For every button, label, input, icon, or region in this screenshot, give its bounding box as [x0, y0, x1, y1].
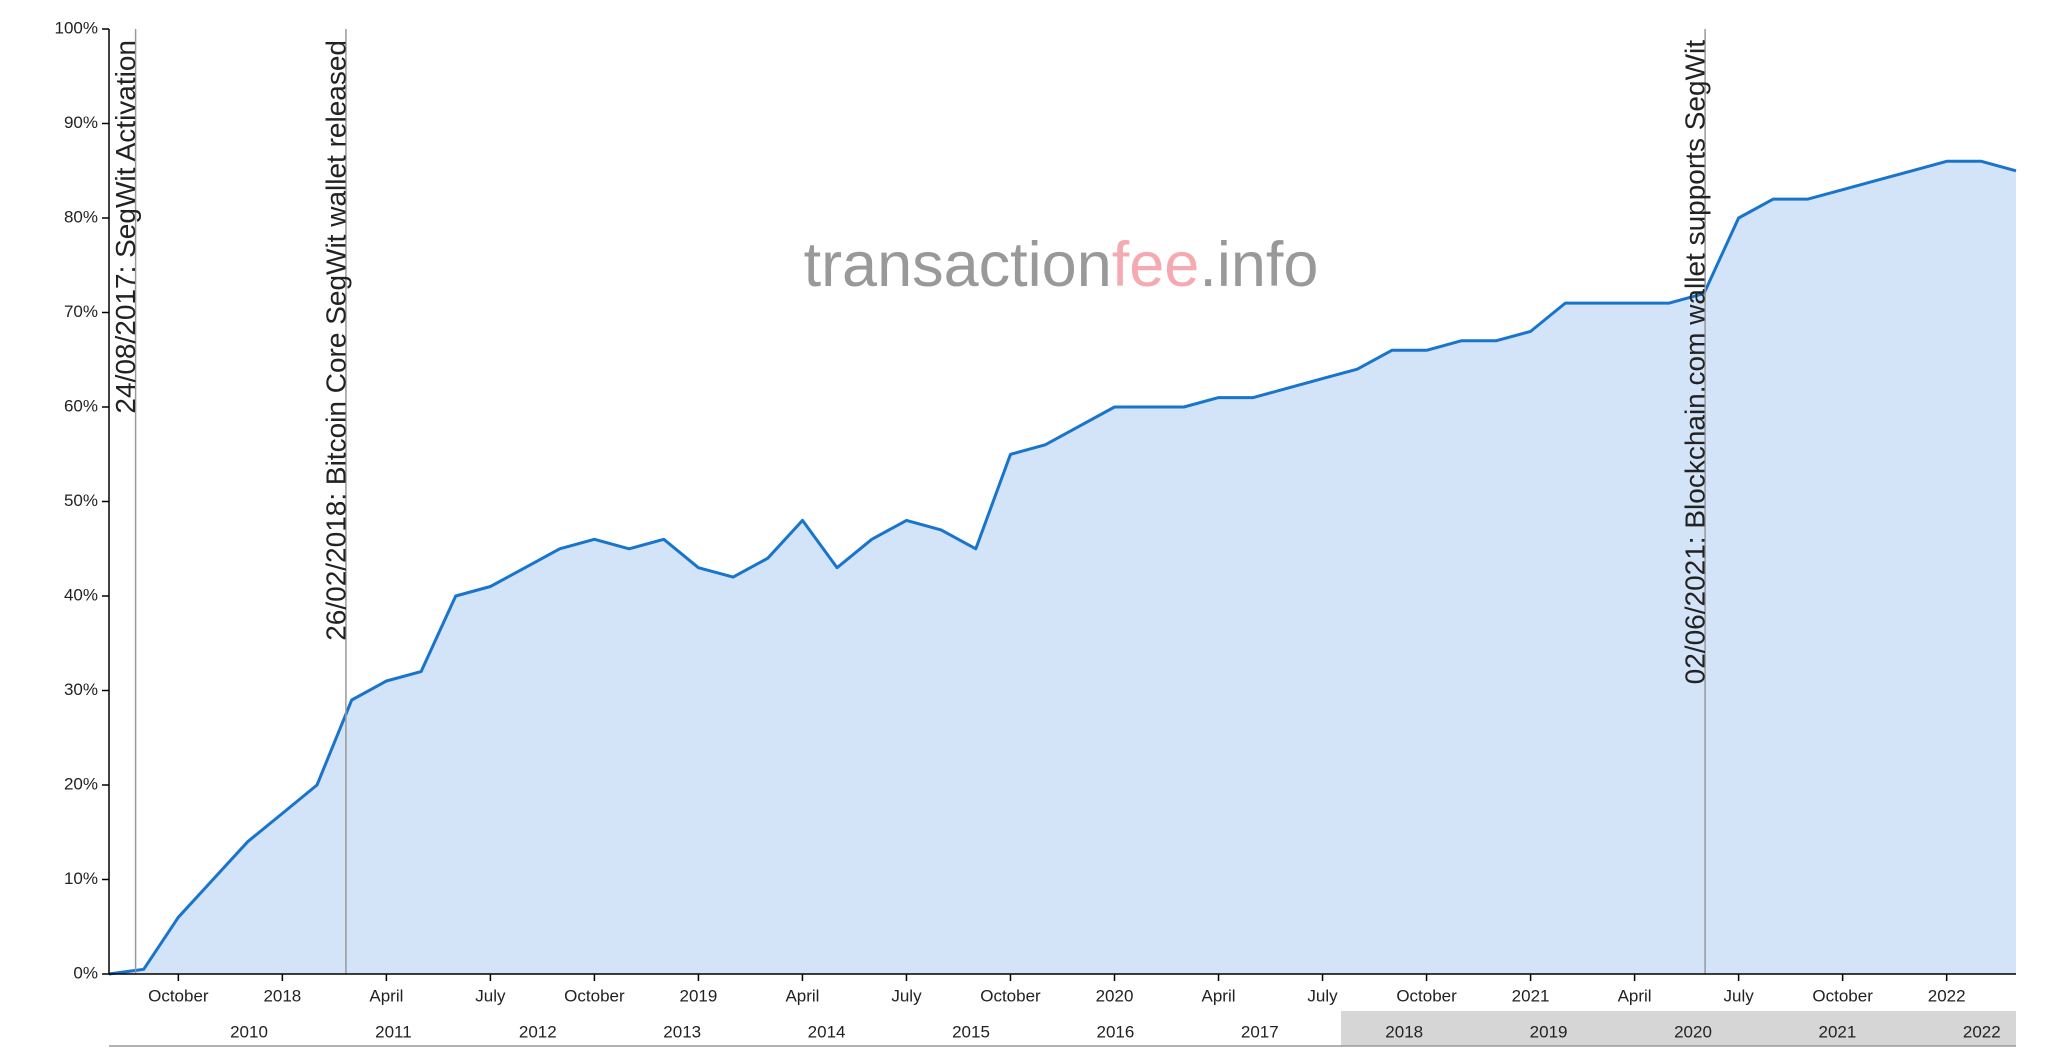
navigator-label: 2011	[375, 1022, 412, 1041]
x-tick-label: October	[1396, 986, 1457, 1005]
line	[108, 159, 2017, 976]
plot: 24/08/2017: SegWit Activation 26/02/2018:…	[55, 18, 2017, 1047]
y-tick-label: 10%	[64, 869, 98, 888]
navigator-label: 2017	[1241, 1022, 1279, 1041]
x-tick-label: July	[891, 986, 922, 1005]
x-tick-label: October	[564, 986, 625, 1005]
annotation-text: 26/02/2018: Bitcoin Core SegWit wallet r…	[320, 40, 351, 641]
watermark: transactionfee.info	[804, 230, 1319, 300]
x-tick-label: 2022	[1928, 986, 1966, 1005]
y-tick-label: 0%	[73, 963, 98, 982]
navigator-label: 2010	[230, 1022, 268, 1041]
navigator-label: 2020	[1674, 1022, 1712, 1041]
navigator-label: 2022	[1963, 1022, 2001, 1041]
x-tick-label: April	[785, 986, 819, 1005]
y-tick-label: 50%	[64, 491, 98, 510]
annotations: 24/08/2017: SegWit Activation 26/02/2018:…	[110, 29, 1710, 974]
y-tick-label: 20%	[64, 774, 98, 793]
x-tick-label: 2019	[680, 986, 718, 1005]
navigator-label: 2018	[1385, 1022, 1423, 1041]
series	[108, 159, 2017, 976]
navigator-label: 2015	[952, 1022, 990, 1041]
x-tick-label: July	[1307, 986, 1338, 1005]
axes: 0% 10% 20% 30% 40% 50% 60% 70% 80% 90% 100% October…	[55, 18, 2016, 1005]
area	[109, 161, 2016, 975]
x-tick-label: October	[980, 986, 1041, 1005]
y-tick-label: 100%	[55, 18, 98, 37]
y-tick-label: 80%	[64, 207, 98, 226]
annotation-text: 24/08/2017: SegWit Activation	[110, 40, 141, 414]
x-tick-label: April	[1618, 986, 1652, 1005]
y-tick-label: 70%	[64, 302, 98, 321]
y-tick-label: 60%	[64, 396, 98, 415]
navigator-selection	[1341, 1011, 2016, 1046]
navigator-label: 2016	[1096, 1022, 1134, 1041]
annotation-text: 02/06/2021: Blockchain.com wallet suppor…	[1679, 40, 1710, 685]
watermark-part: .info	[1199, 230, 1318, 300]
x-tick-label: October	[1812, 986, 1873, 1005]
y-tick-label: 30%	[64, 680, 98, 699]
x-tick-label: 2018	[263, 986, 301, 1005]
navigator-label: 2021	[1818, 1022, 1856, 1041]
navigator-label: 2013	[663, 1022, 701, 1041]
navigator-label: 2014	[808, 1022, 846, 1041]
watermark-part: fee	[1112, 230, 1200, 300]
x-tick-label: 2020	[1096, 986, 1134, 1005]
x-tick-label: July	[475, 986, 506, 1005]
y-tick-label: 40%	[64, 585, 98, 604]
x-tick-label: October	[148, 986, 209, 1005]
x-tick-label: April	[369, 986, 403, 1005]
x-tick-label: 2021	[1512, 986, 1550, 1005]
navigator-label: 2012	[519, 1022, 557, 1041]
navigator: 2010 2011 2012 2013 2014 2015 2016 2017 2018 2019…	[109, 1011, 2016, 1047]
navigator-label: 2019	[1530, 1022, 1568, 1041]
x-tick-label: July	[1724, 986, 1755, 1005]
watermark-part: transaction	[804, 230, 1112, 300]
x-tick-label: April	[1202, 986, 1236, 1005]
y-tick-label: 90%	[64, 113, 98, 132]
